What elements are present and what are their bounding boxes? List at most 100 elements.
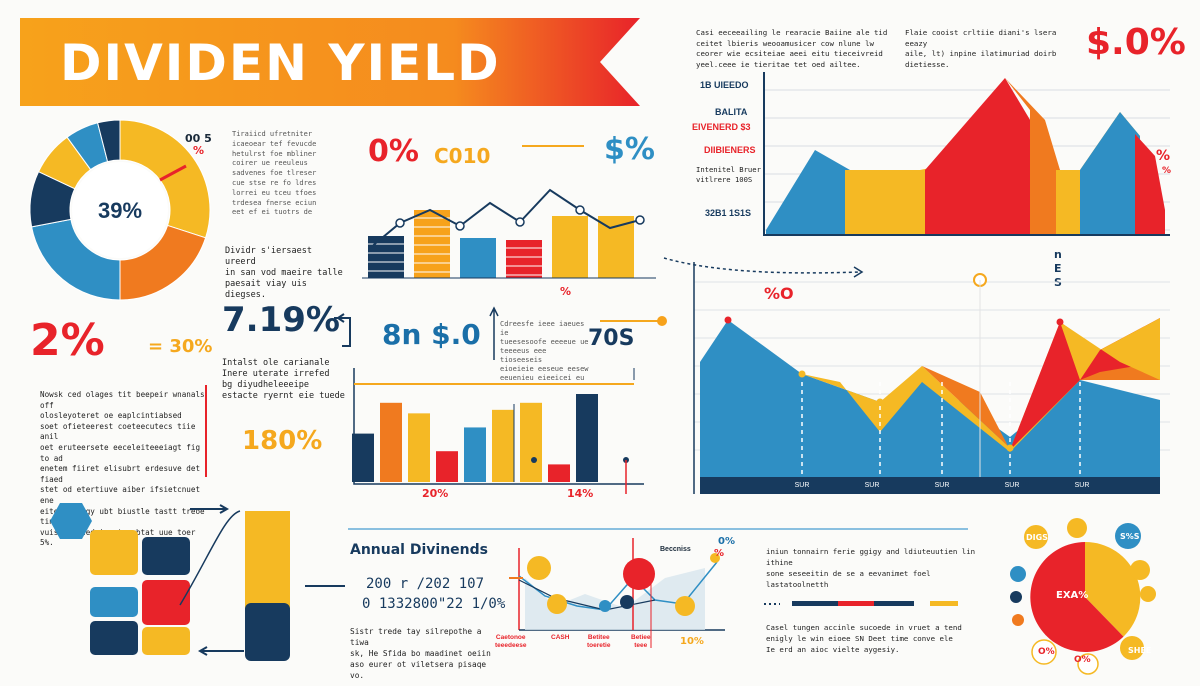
right-big-pct: $.0% [1086,22,1186,63]
mid-bar [552,216,588,278]
area-x-label: SUR [795,482,810,489]
stat-2pct: 2% [30,315,105,366]
bottom-right-paragraph-1: iniun tonnairn ferie ggigy and ldiuteuut… [766,547,976,589]
pie-small-2: S%S [1120,532,1140,541]
pie-small-3: O% [1038,647,1055,657]
mid-bar [368,236,404,278]
right-paragraph-2: Flaie cooist crltiie diani's lsera eeazy… [905,28,1057,69]
pie-bubble [1120,636,1144,660]
donut-chart: 39% [29,119,211,301]
right-label-2: BALITA [715,107,748,117]
mid-co-label: C010 [434,144,491,168]
area-point [724,316,732,324]
mid-line-point [395,218,405,228]
area-layer [766,150,850,235]
title-banner [20,18,640,106]
mid-line-point [515,217,525,227]
bottom-right-paragraph-2: Casel tungen accinle sucoede in vruet a … [766,623,962,654]
center-bar [520,402,542,482]
pie-bubble [1130,560,1150,580]
pie-small-1: DIGS [1026,533,1048,542]
pie-small-4: O% [1074,655,1091,665]
top-paragraph: Tiraiicd ufretniter icaeoear tef fevucde… [232,130,317,217]
scatter-x-label: Betiee teee [631,634,651,649]
right-label-1: 1B UIEEDO [700,80,749,90]
accent-rule [205,385,207,477]
annual-paragraph: Sistr trede tay silrepothe a tiwa sk, He… [350,627,491,680]
pie-slice [1085,541,1141,637]
pie-bubble [1012,614,1024,626]
bottom-left-rule [305,585,345,587]
right-side-pct: % [1156,148,1171,164]
scatter-point [623,558,655,590]
right-label-6: 32B1 1S1S [705,208,752,218]
center-bar-chart [352,368,644,494]
stat-719: 7.19% [222,300,340,340]
center-bar [464,427,486,482]
area-x-label: SUR [865,482,880,489]
right-paragraph-1: Casi eeceeailing le rearacie Baiine ale … [696,28,888,69]
center-bar [436,451,458,482]
mid-line-point [455,221,465,231]
mid-bar [414,210,450,278]
mid-dash [522,145,584,147]
scatter-10: 10% [680,636,704,647]
dotted-arrow-icon [663,257,864,278]
area-point [1056,318,1064,326]
mid-bar [506,240,542,278]
scatter-area [525,568,705,630]
area-layer [1135,134,1165,235]
area-x-label: SUR [1005,482,1020,489]
bracket-arrow-icon [334,313,351,347]
pie-bubble [1010,591,1022,603]
area-x-label: SUR [1075,482,1090,489]
center-bar [576,394,598,482]
stat-8n: 8n $.0 [382,318,481,351]
center-frame [353,368,644,485]
pie-bubble [1031,639,1057,665]
center-label-b: 14% [567,487,594,500]
donut-caption: Dividr s'iersaest ureerd in san vod maei… [225,246,343,300]
scatter-x-label: Betitee toeretie [587,634,611,649]
right-area-chart-top [763,72,1170,236]
center-bar [352,433,374,482]
scatter-point [527,556,551,580]
pie-bubble [1024,525,1048,549]
center-bar [548,464,570,482]
right-label-4: DIIBIENERS [704,145,756,155]
area-x-label: SUR [935,482,950,489]
connector-dot [600,316,667,326]
mid-dollar-label: $% [604,132,655,167]
center-bar [380,402,402,482]
mid-pct-label: 0% [368,134,419,169]
block-grid [50,503,290,661]
pie-bubble [1140,586,1156,602]
scatter-x-label: Caetonoe teeedeese [495,634,527,649]
mid-bar [460,238,496,278]
scatter-top-label: Beccniss [660,546,691,553]
pie-bubble [1077,653,1099,675]
area-layer [845,168,930,235]
right-area-chart-mid: SUR SUR SUR SUR SUR [693,262,1170,494]
pie-label: EXA% [1056,590,1089,601]
pie-bubble [1067,518,1087,538]
scatter-pct-2: % [714,548,725,559]
scatter-point [675,596,695,616]
area-base [700,477,1160,494]
area-layer [1005,78,1060,235]
stat-180: 180% [242,426,323,456]
area-layer [1080,112,1140,235]
mid-bottom-pct: % [560,285,572,298]
page-title: DIVIDEN YIELD [60,34,501,92]
right-mid-neg: %O [764,284,794,303]
scatter-x-label: CASH [551,634,570,641]
annual-title: Annual Divinends [350,542,488,558]
pie-bubble [1115,523,1141,549]
scatter-x-labels: Caetonoe teeedeese CASH Betitee toeretie Be… [495,634,675,664]
up-arrow-icon [489,306,499,360]
pie-small-5: SHEE [1128,646,1152,655]
right-label-3: EIVENERD $3 [692,122,751,132]
annual-row-1: 200 r /202 107 [366,576,485,592]
area-point [798,370,806,378]
donut-center-label: 39% [98,198,142,223]
